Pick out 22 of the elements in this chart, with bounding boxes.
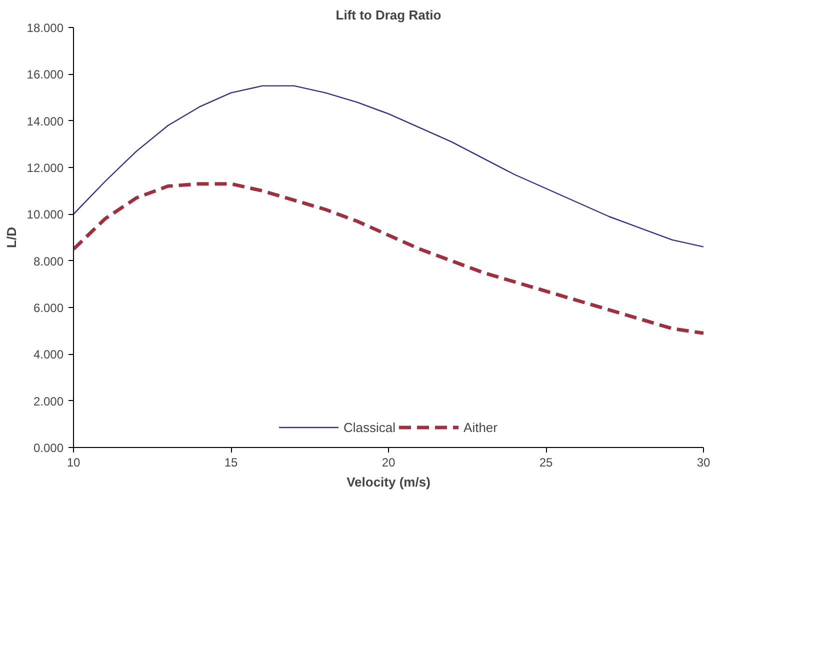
- x-axis-title: Velocity (m/s): [346, 474, 430, 490]
- y-axis-title: L/D: [4, 227, 19, 248]
- legend-label: Aither: [464, 420, 498, 434]
- legend-label: Classical: [344, 420, 396, 434]
- y-tick-label: 14.000: [26, 114, 64, 128]
- chart-title: Lift to Drag Ratio: [336, 8, 442, 22]
- y-tick-label: 10.000: [26, 208, 64, 222]
- y-tick-label: 16.000: [26, 68, 64, 82]
- y-tick-label: 0.000: [33, 441, 64, 455]
- y-tick-label: 6.000: [33, 301, 64, 315]
- x-tick-label: 10: [66, 456, 80, 470]
- x-tick-label: 20: [382, 456, 396, 470]
- y-tick-label: 12.000: [26, 161, 64, 175]
- y-tick-label: 18.000: [26, 21, 64, 35]
- y-tick-label: 4.000: [33, 348, 64, 362]
- line-series: [74, 85, 704, 248]
- line-series: [74, 182, 704, 335]
- y-tick-label: 8.000: [33, 254, 64, 268]
- y-tick-label: 2.000: [33, 394, 64, 408]
- x-tick-label: 30: [696, 456, 710, 470]
- x-tick-label: 15: [224, 456, 238, 470]
- x-tick-label: 25: [539, 456, 553, 470]
